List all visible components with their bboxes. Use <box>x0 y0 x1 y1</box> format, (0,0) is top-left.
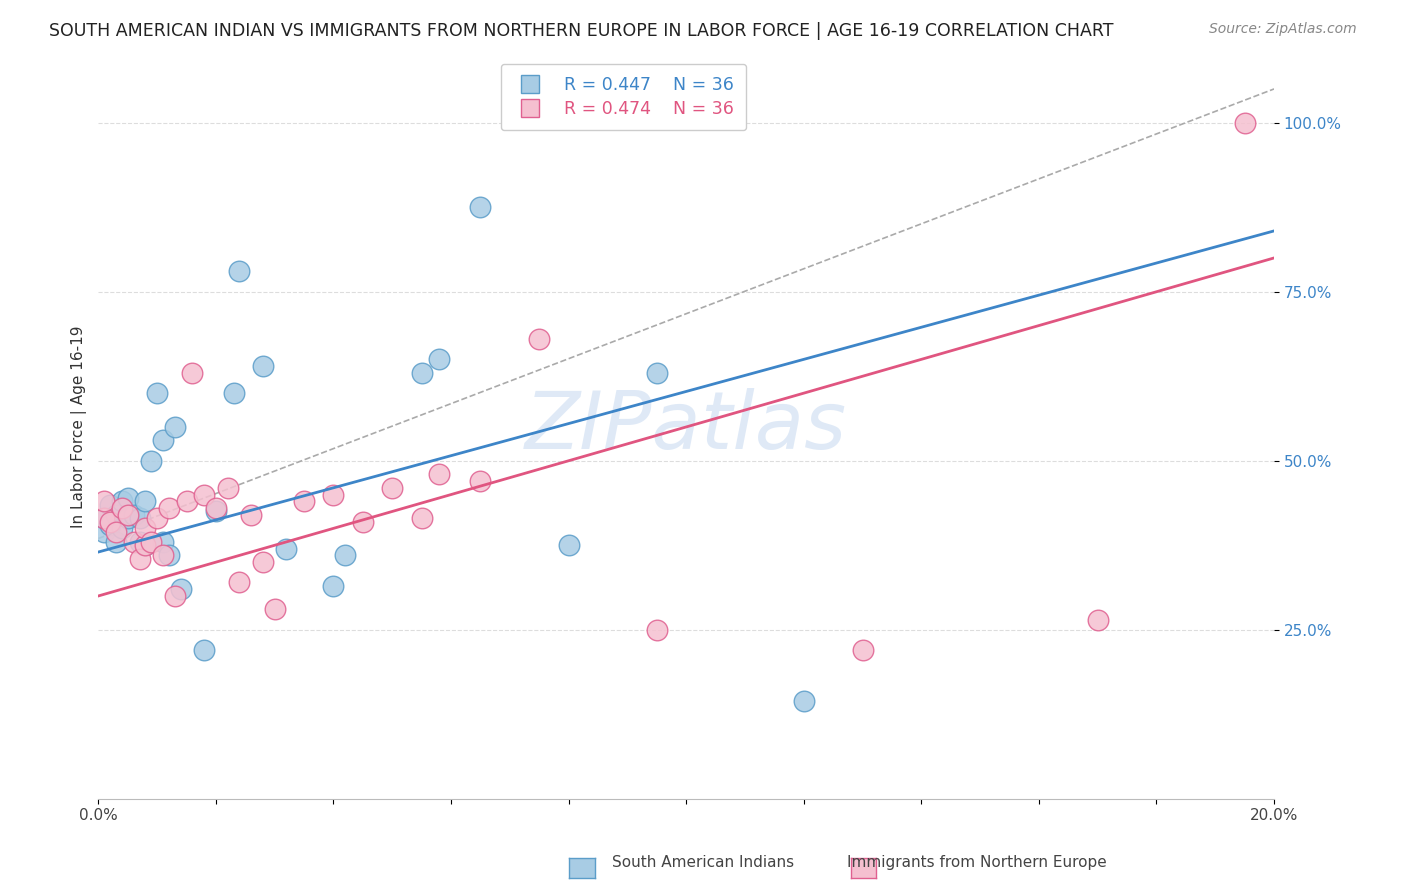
Point <box>427 467 450 482</box>
Point <box>793 694 815 708</box>
Point <box>276 541 298 556</box>
Point <box>411 511 433 525</box>
Text: South American Indians: South American Indians <box>612 855 794 870</box>
Point <box>193 643 215 657</box>
Y-axis label: In Labor Force | Age 16-19: In Labor Force | Age 16-19 <box>72 326 87 528</box>
Point <box>157 501 180 516</box>
Point <box>134 538 156 552</box>
Point <box>529 332 551 346</box>
Point <box>128 511 150 525</box>
Point <box>141 534 163 549</box>
Point <box>1233 116 1256 130</box>
Point <box>222 386 245 401</box>
Point <box>141 454 163 468</box>
Point <box>93 511 115 525</box>
Point <box>252 359 274 373</box>
Text: ZIPatlas: ZIPatlas <box>526 388 848 466</box>
Point <box>134 538 156 552</box>
Legend:   R = 0.447    N = 36,   R = 0.474    N = 36: R = 0.447 N = 36, R = 0.474 N = 36 <box>501 64 747 130</box>
Point <box>411 366 433 380</box>
Point <box>152 434 174 448</box>
Point <box>381 481 404 495</box>
Point <box>252 555 274 569</box>
Point <box>104 508 127 522</box>
Point <box>128 534 150 549</box>
Point <box>228 575 250 590</box>
Point <box>117 491 139 505</box>
Point <box>205 504 228 518</box>
Point <box>111 494 134 508</box>
Point <box>98 518 121 533</box>
Point <box>322 487 344 501</box>
Point <box>176 494 198 508</box>
Point <box>169 582 191 597</box>
Point <box>470 200 492 214</box>
Point <box>104 524 127 539</box>
Point <box>228 264 250 278</box>
Point <box>645 623 668 637</box>
Text: SOUTH AMERICAN INDIAN VS IMMIGRANTS FROM NORTHERN EUROPE IN LABOR FORCE | AGE 16: SOUTH AMERICAN INDIAN VS IMMIGRANTS FROM… <box>49 22 1114 40</box>
Point <box>122 534 145 549</box>
Point <box>157 549 180 563</box>
Point <box>152 549 174 563</box>
Point <box>427 352 450 367</box>
Point <box>240 508 263 522</box>
Point <box>851 643 873 657</box>
Point <box>322 579 344 593</box>
Point <box>134 521 156 535</box>
Point <box>292 494 315 508</box>
Point <box>146 511 169 525</box>
Point <box>352 515 374 529</box>
Point <box>98 515 121 529</box>
Point <box>163 589 186 603</box>
Text: Source: ZipAtlas.com: Source: ZipAtlas.com <box>1209 22 1357 37</box>
Point <box>128 551 150 566</box>
Text: Immigrants from Northern Europe: Immigrants from Northern Europe <box>848 855 1107 870</box>
Point <box>93 524 115 539</box>
Point <box>93 511 115 525</box>
Point <box>193 487 215 501</box>
Point <box>470 474 492 488</box>
Point <box>557 538 579 552</box>
Point <box>98 498 121 512</box>
Point <box>335 549 357 563</box>
Point <box>152 534 174 549</box>
Point <box>217 481 239 495</box>
Point <box>111 501 134 516</box>
Point <box>263 602 285 616</box>
Point <box>645 366 668 380</box>
Point <box>117 508 139 522</box>
Point <box>163 420 186 434</box>
Point <box>181 366 204 380</box>
Point <box>134 494 156 508</box>
Point <box>111 521 134 535</box>
Point <box>122 508 145 522</box>
Point <box>117 511 139 525</box>
Point <box>104 534 127 549</box>
Point <box>146 386 169 401</box>
Point <box>205 501 228 516</box>
Point <box>1087 613 1109 627</box>
Point <box>93 494 115 508</box>
